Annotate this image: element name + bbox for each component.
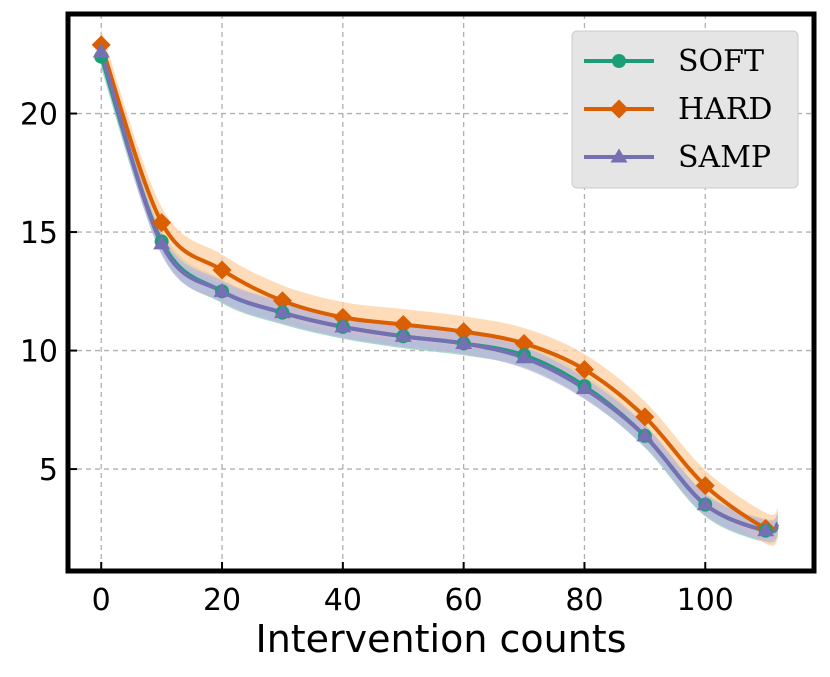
hard-marker	[152, 213, 172, 233]
samp-marker	[92, 43, 110, 58]
y-tick-label: 20	[20, 98, 58, 133]
plot-frame	[65, 11, 817, 574]
legend-label: HARD	[678, 92, 772, 127]
hard-marker	[514, 333, 534, 353]
samp-marker	[515, 349, 533, 364]
hard-marker	[635, 407, 655, 427]
y-tick-label: 10	[20, 335, 58, 370]
samp-marker	[153, 235, 171, 250]
y-tick-label: 5	[39, 453, 58, 488]
series-markers	[91, 35, 776, 538]
samp-marker	[757, 522, 775, 537]
legend-marker	[612, 54, 626, 68]
legend-label: SOFT	[678, 44, 764, 79]
x-tick-label: 100	[677, 583, 734, 618]
samp-marker	[575, 379, 593, 395]
samp-marker	[213, 282, 231, 297]
legend-box	[571, 30, 799, 189]
hard-marker	[695, 476, 715, 496]
x-tick-label: 40	[324, 583, 362, 618]
hard-marker	[574, 360, 594, 380]
legend: SOFT HARD SAMP	[571, 30, 799, 189]
axis-ticks: 0 20 40 60 80 100 5 10 15 20	[20, 98, 734, 618]
confidence-bands	[101, 29, 778, 546]
hard-marker	[454, 322, 474, 342]
x-tick-label: 60	[445, 583, 483, 618]
samp-marker	[394, 327, 412, 342]
legend-label: SAMP	[678, 140, 771, 175]
hard-marker	[272, 291, 292, 311]
x-axis-title: Intervention counts	[255, 617, 626, 661]
hard-marker	[212, 260, 232, 280]
x-tick-label: 20	[203, 583, 241, 618]
hard-confidence-band	[101, 29, 778, 546]
legend-marker	[610, 148, 628, 163]
x-tick-label: 80	[565, 583, 603, 618]
hard-marker	[393, 314, 413, 334]
samp-marker	[455, 334, 473, 349]
legend-entry-soft: SOFT	[584, 44, 764, 79]
legend-marker	[609, 99, 629, 119]
y-tick-label: 15	[20, 216, 58, 251]
legend-entry-samp: SAMP	[584, 140, 771, 175]
samp-marker	[273, 304, 291, 319]
samp-marker	[334, 318, 352, 333]
legend-entry-hard: HARD	[584, 92, 772, 127]
samp-confidence-band	[101, 41, 778, 543]
samp-marker	[696, 496, 714, 511]
x-tick-label: 0	[92, 583, 111, 618]
samp-marker	[636, 427, 654, 442]
